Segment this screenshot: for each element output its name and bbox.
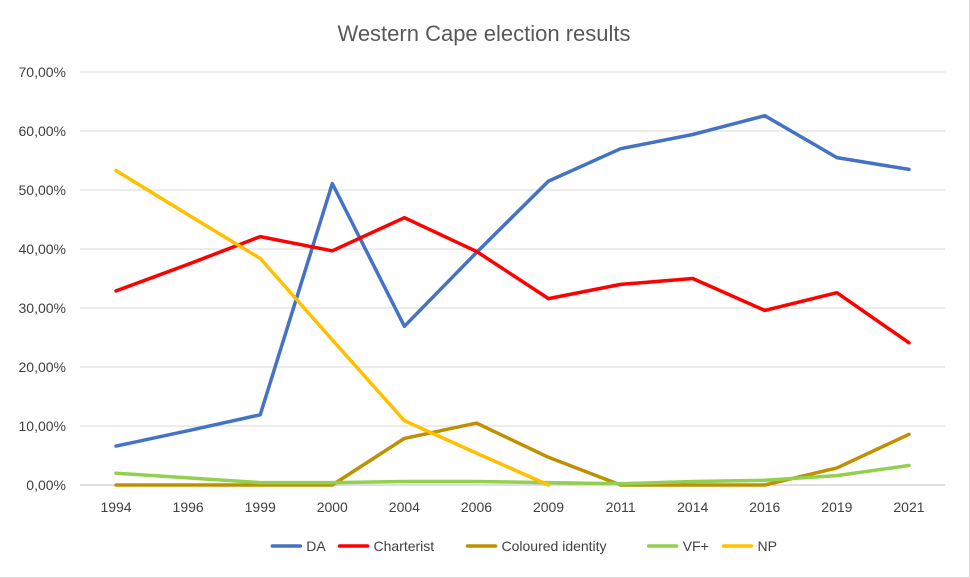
x-tick-label: 2016	[749, 499, 780, 515]
chart-title: Western Cape election results	[337, 21, 630, 46]
legend-label-coloured-identity: Coloured identity	[502, 538, 607, 554]
x-tick-label: 2019	[821, 499, 852, 515]
x-tick-label: 1994	[100, 499, 131, 515]
y-tick-label: 30,00%	[19, 300, 66, 316]
x-tick-label: 2004	[389, 499, 420, 515]
series-line-np	[114, 168, 551, 487]
x-tick-label: 1996	[173, 499, 204, 515]
x-tick-label: 2009	[533, 499, 564, 515]
series-line-vf-	[114, 463, 911, 486]
legend-label-np: NP	[758, 538, 777, 554]
series-line-da	[114, 113, 911, 448]
x-tick-label: 2011	[606, 499, 636, 515]
x-tick-label: 2006	[461, 499, 492, 515]
gridlines	[80, 71, 945, 486]
y-tick-label: 60,00%	[19, 123, 66, 139]
x-tick-label: 2014	[677, 499, 708, 515]
y-axis-labels: 0,00% 10,00% 20,00% 30,00% 40,00% 50,00% 60,00…	[19, 64, 66, 493]
y-tick-label: 50,00%	[19, 182, 66, 198]
y-tick-label: 40,00%	[19, 241, 66, 257]
series-line-coloured-identity	[114, 421, 911, 487]
legend-label-da: DA	[306, 538, 326, 554]
legend: DA Charterist Coloured identity VF+ NP	[270, 538, 777, 554]
x-axis-labels: 1994 1996 1999 2000 2004 2006 2009 2011 2014 2016…	[100, 499, 924, 515]
y-tick-label: 20,00%	[19, 359, 66, 375]
series-line-charterist	[114, 215, 911, 345]
x-tick-label: 2000	[317, 499, 348, 515]
y-tick-label: 70,00%	[19, 64, 66, 80]
x-tick-label: 2021	[893, 499, 924, 515]
x-tick-label: 1999	[245, 499, 276, 515]
legend-label-vf-: VF+	[683, 538, 709, 554]
series-lines	[114, 113, 911, 487]
legend-label-charterist: Charterist	[374, 538, 435, 554]
y-tick-label: 10,00%	[19, 418, 66, 434]
y-tick-label: 0,00%	[26, 477, 66, 493]
